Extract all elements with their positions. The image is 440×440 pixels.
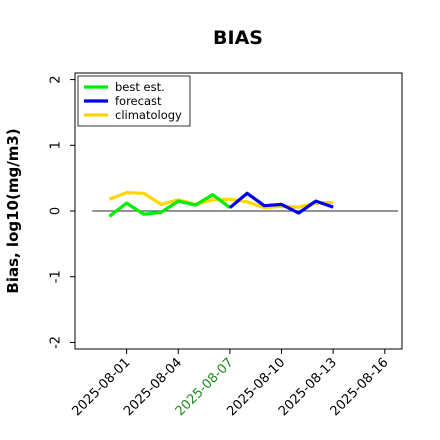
y-tick-label: 2 bbox=[49, 75, 64, 83]
series-line-best-est bbox=[108, 193, 231, 218]
y-tick-label: -2 bbox=[49, 336, 64, 349]
chart-title: BIAS bbox=[213, 27, 263, 49]
y-axis-ticks: -2 -1 0 1 2 bbox=[49, 75, 75, 349]
y-axis-label: Bias, log10(mg/m3) bbox=[4, 128, 22, 293]
series-line-forecast bbox=[228, 191, 334, 215]
plot-frame bbox=[74, 72, 403, 350]
y-tick-label: 1 bbox=[49, 141, 64, 149]
legend-label: climatology bbox=[115, 108, 182, 122]
legend-label: forecast bbox=[115, 94, 162, 108]
series-layer bbox=[108, 191, 334, 218]
y-tick-label: -1 bbox=[49, 270, 64, 283]
legend-label: best est. bbox=[115, 80, 165, 94]
y-tick-label: 0 bbox=[49, 207, 64, 215]
x-axis-ticks: 2025-08-012025-08-042025-08-072025-08-10… bbox=[69, 349, 392, 419]
